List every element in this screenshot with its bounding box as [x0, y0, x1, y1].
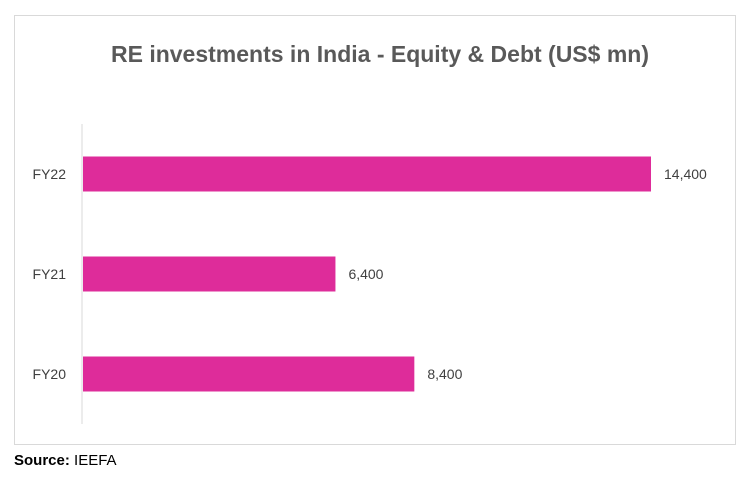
source-label: Source: — [14, 452, 70, 469]
source-note: Source: IEEFA — [14, 452, 117, 469]
bar-fy21 — [83, 256, 336, 292]
data-label: 14,400 — [664, 166, 707, 182]
data-label: 6,400 — [348, 266, 383, 282]
chart-title: RE investments in India - Equity & Debt … — [110, 41, 649, 67]
category-tick-label: FY21 — [33, 266, 67, 282]
category-tick-label: FY22 — [33, 166, 67, 182]
data-label: 8,400 — [427, 366, 462, 382]
bar-fy20 — [83, 356, 415, 392]
category-tick-label: FY20 — [33, 366, 67, 382]
bar-fy22 — [83, 156, 651, 192]
source-text: IEEFA — [74, 452, 117, 469]
